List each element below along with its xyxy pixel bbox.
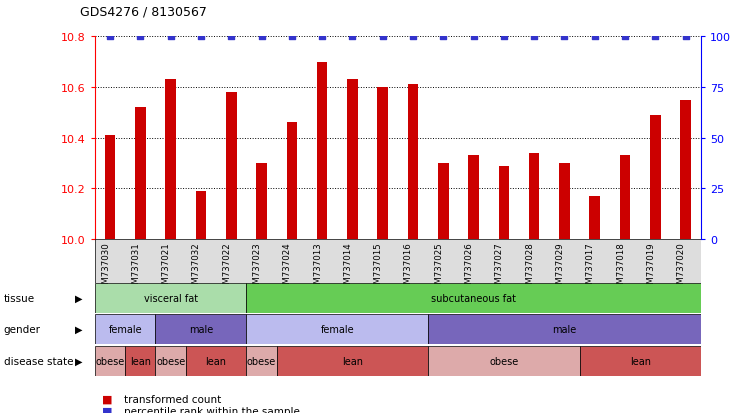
Text: GSM737024: GSM737024 <box>283 242 292 294</box>
Text: subcutaneous fat: subcutaneous fat <box>431 293 516 303</box>
Point <box>437 34 449 40</box>
Bar <box>680 100 691 240</box>
Bar <box>428 346 580 376</box>
Point <box>589 34 601 40</box>
Text: GSM737014: GSM737014 <box>343 242 353 294</box>
Point <box>226 34 237 40</box>
Text: female: female <box>108 324 142 335</box>
Point <box>407 34 419 40</box>
Bar <box>428 314 701 344</box>
Bar <box>559 164 570 240</box>
Bar <box>277 346 428 376</box>
Text: ■: ■ <box>102 394 116 404</box>
Text: ■: ■ <box>102 406 116 413</box>
Point <box>316 34 328 40</box>
Bar <box>155 346 186 376</box>
Bar <box>95 314 155 344</box>
Bar <box>529 154 539 240</box>
Point <box>529 34 540 40</box>
Point <box>286 34 298 40</box>
Text: GSM737013: GSM737013 <box>313 242 322 294</box>
Text: ▶: ▶ <box>75 356 82 366</box>
Text: GSM737019: GSM737019 <box>646 242 656 294</box>
Text: obese: obese <box>96 356 125 366</box>
Text: visceral fat: visceral fat <box>144 293 198 303</box>
Point <box>468 34 480 40</box>
Bar <box>226 93 237 240</box>
Text: lean: lean <box>130 356 151 366</box>
Bar <box>499 166 510 240</box>
Bar <box>247 283 701 313</box>
Bar <box>135 108 146 240</box>
Text: GSM737016: GSM737016 <box>404 242 413 294</box>
Point <box>558 34 570 40</box>
Bar <box>186 346 247 376</box>
Text: ▶: ▶ <box>75 324 82 335</box>
Point <box>104 34 116 40</box>
Bar <box>438 164 449 240</box>
Text: GSM737030: GSM737030 <box>101 242 110 294</box>
Text: GSM737023: GSM737023 <box>253 242 261 294</box>
Point <box>134 34 146 40</box>
Text: GSM737025: GSM737025 <box>434 242 443 294</box>
Text: GSM737027: GSM737027 <box>495 242 504 294</box>
Bar <box>650 116 661 240</box>
Text: obese: obese <box>156 356 185 366</box>
Bar <box>126 346 155 376</box>
Bar <box>620 156 631 240</box>
Text: percentile rank within the sample: percentile rank within the sample <box>124 406 300 413</box>
Bar <box>377 88 388 240</box>
Text: tissue: tissue <box>4 293 35 303</box>
Text: ▶: ▶ <box>75 293 82 303</box>
Point <box>680 34 691 40</box>
Bar <box>589 197 600 240</box>
Text: obese: obese <box>489 356 518 366</box>
Text: lean: lean <box>630 356 650 366</box>
Text: GSM737028: GSM737028 <box>525 242 534 294</box>
Text: GSM737015: GSM737015 <box>374 242 383 294</box>
Point <box>498 34 510 40</box>
Point <box>165 34 177 40</box>
Bar <box>468 156 479 240</box>
Point <box>255 34 267 40</box>
Bar <box>247 314 428 344</box>
Bar <box>196 192 207 240</box>
Text: male: male <box>553 324 577 335</box>
Text: lean: lean <box>206 356 226 366</box>
Text: female: female <box>320 324 354 335</box>
Bar <box>407 85 418 240</box>
Text: GDS4276 / 8130567: GDS4276 / 8130567 <box>80 6 207 19</box>
Point <box>377 34 388 40</box>
Text: disease state: disease state <box>4 356 73 366</box>
Bar <box>104 136 115 240</box>
Bar <box>247 346 277 376</box>
Text: GSM737032: GSM737032 <box>192 242 201 294</box>
Text: GSM737018: GSM737018 <box>616 242 625 294</box>
Point <box>619 34 631 40</box>
Bar <box>155 314 247 344</box>
Text: gender: gender <box>4 324 41 335</box>
Text: male: male <box>189 324 213 335</box>
Bar <box>165 80 176 240</box>
Bar <box>580 346 701 376</box>
Bar <box>95 346 126 376</box>
Text: GSM737020: GSM737020 <box>677 242 685 294</box>
Text: GSM737021: GSM737021 <box>161 242 171 294</box>
Point <box>650 34 661 40</box>
Text: transformed count: transformed count <box>124 394 221 404</box>
Text: obese: obese <box>247 356 276 366</box>
Text: GSM737022: GSM737022 <box>222 242 231 294</box>
Point <box>195 34 207 40</box>
Bar <box>286 123 297 240</box>
Text: GSM737031: GSM737031 <box>131 242 140 294</box>
Text: GSM737026: GSM737026 <box>464 242 474 294</box>
Point <box>347 34 358 40</box>
Bar <box>317 62 328 240</box>
Text: GSM737017: GSM737017 <box>585 242 595 294</box>
Bar <box>347 80 358 240</box>
Text: GSM737029: GSM737029 <box>556 242 564 294</box>
Text: lean: lean <box>342 356 363 366</box>
Bar <box>95 283 247 313</box>
Bar <box>256 164 267 240</box>
